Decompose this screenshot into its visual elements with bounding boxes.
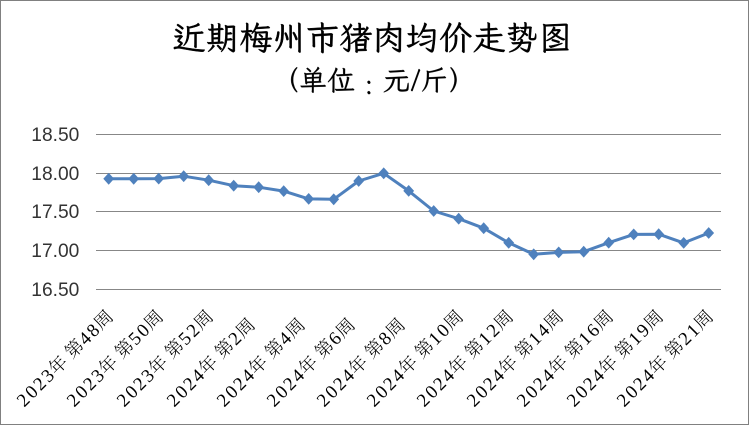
svg-text:17.00: 17.00 xyxy=(31,241,79,262)
svg-text:16.50: 16.50 xyxy=(31,280,79,301)
svg-text:18.50: 18.50 xyxy=(31,125,79,146)
svg-text:17.50: 17.50 xyxy=(31,202,79,223)
svg-text:18.00: 18.00 xyxy=(31,164,79,185)
